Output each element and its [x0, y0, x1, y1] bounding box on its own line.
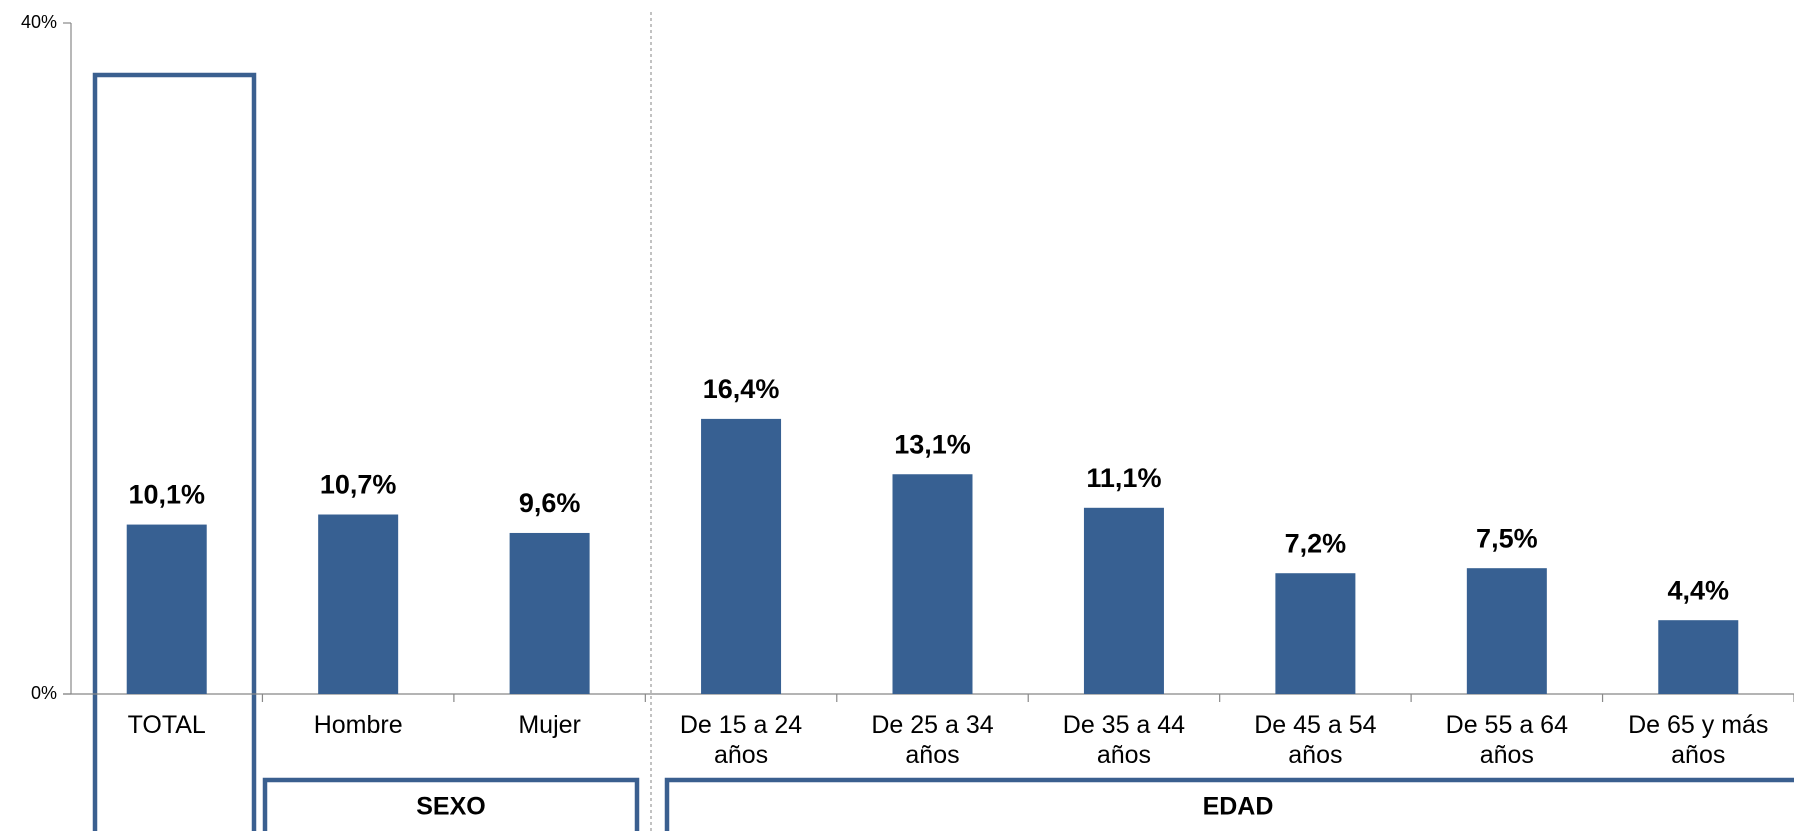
bar: [126, 524, 207, 694]
value-label: 9,6%: [519, 488, 581, 518]
y-tick-label: 40%: [21, 12, 57, 32]
bar: [318, 514, 399, 694]
x-tick-label: De 25 a 34 años: [871, 711, 994, 769]
group-box: [262, 777, 640, 831]
bar: [1658, 620, 1739, 694]
total-box: [92, 72, 257, 831]
x-tick-label: De 55 a 64 años: [1445, 711, 1568, 769]
value-label: 11,1%: [1086, 463, 1161, 493]
x-tick-label: De 65 y más años: [1628, 711, 1769, 769]
group-label: SEXO: [416, 793, 485, 821]
x-tick-label: Mujer: [518, 711, 581, 739]
bar: [509, 532, 590, 694]
group-label: EDAD: [1203, 793, 1274, 821]
value-label: 10,1%: [128, 480, 205, 510]
value-label: 7,2%: [1285, 528, 1347, 558]
x-tick-label: De 45 a 54 años: [1254, 711, 1377, 769]
x-tick-label: De 35 a 44 años: [1062, 711, 1186, 769]
group-box: [664, 777, 1794, 831]
value-label: 16,4%: [703, 374, 780, 404]
x-tick-label: Hombre: [313, 711, 403, 739]
bar: [1466, 568, 1547, 694]
value-label: 7,5%: [1476, 523, 1538, 553]
value-label: 4,4%: [1668, 575, 1730, 605]
bar: [1083, 507, 1164, 694]
bar: [701, 418, 782, 694]
value-label: 10,7%: [320, 470, 397, 500]
value-label: 13,1%: [894, 429, 971, 459]
x-tick-label: TOTAL: [127, 711, 206, 739]
x-tick-label: De 15 a 24 años: [679, 711, 803, 769]
bar: [892, 474, 973, 694]
y-tick-label: 0%: [31, 683, 57, 703]
bar: [1275, 573, 1356, 694]
